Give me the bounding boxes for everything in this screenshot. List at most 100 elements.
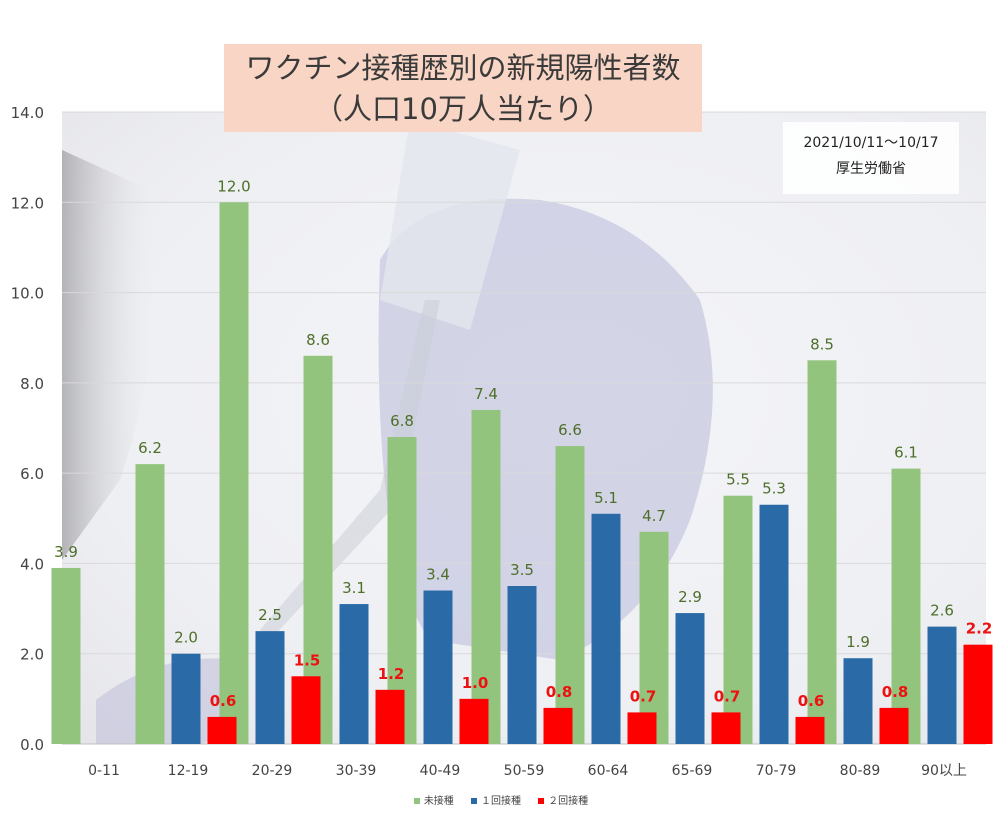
data-label: 3.4 xyxy=(426,566,450,584)
y-axis-tick-labels: 0.0 2.0 4.0 6.0 8.0 10.0 12.0 14.0 xyxy=(11,104,44,754)
y-tick-label: 8.0 xyxy=(20,375,44,393)
data-label: 4.7 xyxy=(642,507,666,525)
data-label: 7.4 xyxy=(474,385,498,403)
data-label: 0.7 xyxy=(630,687,657,705)
bar xyxy=(927,626,957,744)
x-tick-label: 30-39 xyxy=(336,763,377,779)
data-label: 6.2 xyxy=(138,439,162,457)
legend-swatch xyxy=(538,798,545,804)
bar xyxy=(711,712,741,744)
bar xyxy=(759,504,789,744)
bar xyxy=(843,658,873,744)
data-label: 5.3 xyxy=(762,480,786,498)
legend-swatch xyxy=(471,798,477,804)
data-label: 6.6 xyxy=(558,421,582,439)
data-label: 12.0 xyxy=(217,177,250,195)
data-label: 5.5 xyxy=(726,471,750,489)
data-label: 1.2 xyxy=(378,665,405,683)
bar xyxy=(339,604,369,744)
data-label: 2.2 xyxy=(966,620,993,638)
x-tick-label: 50-59 xyxy=(504,763,545,779)
data-label: 0.6 xyxy=(210,692,237,710)
chart-title-line1: ワクチン接種歴別の新規陽性者数 xyxy=(245,51,681,85)
legend-item-unvaccinated: 未接種 xyxy=(413,792,454,807)
bar xyxy=(255,631,285,744)
data-label: 0.8 xyxy=(546,683,573,701)
source-org: 厚生労働省 xyxy=(836,161,906,177)
source-annotation: 2021/10/11～10/17 厚生労働省 xyxy=(783,122,959,194)
bar xyxy=(423,590,453,744)
bar xyxy=(675,613,705,744)
y-tick-label: 0.0 xyxy=(20,736,44,754)
bar xyxy=(219,202,249,745)
data-label: 8.5 xyxy=(810,335,834,353)
data-label: 0.6 xyxy=(798,692,825,710)
y-tick-label: 12.0 xyxy=(11,194,44,212)
y-tick-label: 6.0 xyxy=(20,465,44,483)
data-label: 8.6 xyxy=(306,331,330,349)
y-tick-label: 2.0 xyxy=(20,646,44,664)
bar xyxy=(291,676,321,744)
source-period: 2021/10/11～10/17 xyxy=(803,135,939,151)
legend-swatch xyxy=(413,798,420,804)
bar xyxy=(591,513,621,744)
bar xyxy=(639,531,669,744)
x-tick-label: 80-89 xyxy=(840,763,881,779)
bar xyxy=(459,698,489,744)
bar xyxy=(507,586,537,744)
data-labels: 3.9 6.2 12.0 8.6 6.8 7.4 6.6 4.7 5.5 8.5 6.1 2.0 2.5… xyxy=(54,177,992,710)
bar xyxy=(375,689,405,744)
chart-title: ワクチン接種歴別の新規陽性者数 （人口10万人当たり） xyxy=(224,44,702,132)
bar xyxy=(891,468,921,744)
legend-item-two-doses: ２回接種 xyxy=(538,792,588,807)
y-tick-label: 10.0 xyxy=(11,285,44,303)
x-tick-label: 40-49 xyxy=(420,763,461,779)
x-tick-label: 20-29 xyxy=(252,763,293,779)
bar xyxy=(963,644,993,744)
bar xyxy=(879,707,909,744)
y-tick-label: 14.0 xyxy=(11,104,44,122)
legend-item-one-dose: １回接種 xyxy=(471,792,521,807)
data-label: 0.8 xyxy=(882,683,909,701)
bar xyxy=(471,409,501,744)
bar xyxy=(795,716,825,744)
data-label: 5.1 xyxy=(594,489,618,507)
data-label: 6.1 xyxy=(894,444,918,462)
x-tick-label: 65-69 xyxy=(672,763,713,779)
data-label: 2.0 xyxy=(174,629,198,647)
data-label: 1.9 xyxy=(846,633,870,651)
legend-label: ２回接種 xyxy=(548,796,589,807)
data-label: 6.8 xyxy=(390,412,414,430)
data-label: 0.7 xyxy=(714,687,741,705)
data-label: 3.5 xyxy=(510,561,534,579)
bar xyxy=(807,360,837,744)
x-tick-label: 12-19 xyxy=(168,763,209,779)
legend-label: １回接種 xyxy=(481,796,521,807)
bar xyxy=(171,653,201,744)
bar xyxy=(627,712,657,744)
bar xyxy=(723,495,753,744)
bar xyxy=(555,446,585,744)
bar xyxy=(135,464,165,744)
data-label: 3.9 xyxy=(54,543,78,561)
data-label: 2.5 xyxy=(258,606,282,624)
bars xyxy=(51,202,993,745)
bar xyxy=(51,567,81,744)
data-label: 1.5 xyxy=(294,651,321,669)
legend: 未接種 １回接種 ２回接種 xyxy=(0,792,1002,807)
data-label: 2.6 xyxy=(930,602,954,620)
data-label: 1.0 xyxy=(462,674,489,692)
data-label: 2.9 xyxy=(678,588,702,606)
x-tick-label: 60-64 xyxy=(588,763,629,779)
data-label: 3.1 xyxy=(342,579,366,597)
x-axis-tick-labels: 0-11 12-19 20-29 30-39 40-49 50-59 60-64 65-69 7… xyxy=(88,763,967,779)
x-tick-label: 0-11 xyxy=(88,763,120,779)
x-tick-label: 70-79 xyxy=(756,763,797,779)
legend-label: 未接種 xyxy=(423,796,454,807)
chart-title-line2: （人口10万人当たり） xyxy=(314,92,612,126)
bar xyxy=(207,716,237,744)
bar xyxy=(543,707,573,744)
x-tick-label: 90以上 xyxy=(921,763,967,779)
y-tick-label: 4.0 xyxy=(20,555,44,573)
